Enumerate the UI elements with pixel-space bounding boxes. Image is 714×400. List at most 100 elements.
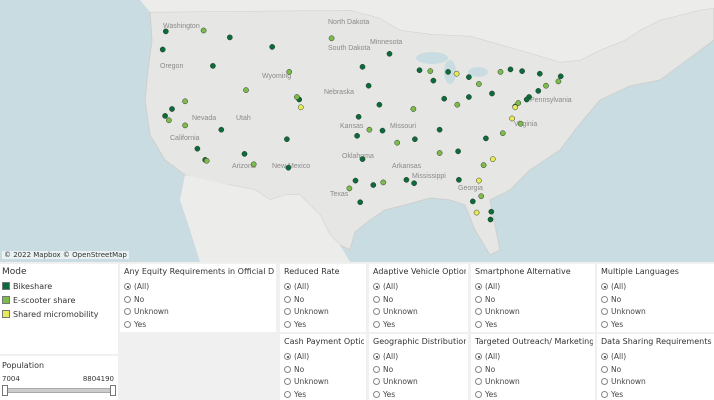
map-point-bikeshare[interactable] <box>365 82 372 89</box>
filter-option-no[interactable]: No <box>475 365 495 374</box>
map-point-bikeshare[interactable] <box>159 46 166 53</box>
map-point-bikeshare[interactable] <box>269 44 276 50</box>
points-layer[interactable] <box>159 27 564 223</box>
filter-option-no[interactable]: No <box>124 295 144 304</box>
radio-icon[interactable] <box>475 283 482 290</box>
map-point-bikeshare[interactable] <box>519 68 525 74</box>
filter-option-yes[interactable]: Yes <box>284 320 306 329</box>
radio-icon[interactable] <box>284 283 291 290</box>
filter-option-yes[interactable]: Yes <box>373 390 395 399</box>
filter-option-all[interactable]: (All) <box>284 352 309 361</box>
map-point-escooter[interactable] <box>478 193 485 200</box>
filter-option-all[interactable]: (All) <box>601 282 626 291</box>
radio-icon[interactable] <box>124 283 131 290</box>
map-point-bikeshare[interactable] <box>169 106 175 112</box>
map-point-escooter[interactable] <box>380 179 387 186</box>
population-slider-min-handle[interactable] <box>2 385 8 396</box>
filter-option-no[interactable]: No <box>601 365 621 374</box>
filter-option-all[interactable]: (All) <box>373 282 398 291</box>
map-point-bikeshare[interactable] <box>445 69 451 75</box>
filter-option-unknown[interactable]: Unknown <box>601 377 646 386</box>
map-point-escooter[interactable] <box>427 68 434 74</box>
map-point-bikeshare[interactable] <box>355 113 362 120</box>
population-slider-track[interactable] <box>4 388 114 393</box>
radio-icon[interactable] <box>601 353 608 360</box>
map-point-escooter[interactable] <box>543 82 549 89</box>
radio-icon[interactable] <box>475 390 482 398</box>
map-point-bikeshare[interactable] <box>218 126 225 133</box>
radio-icon[interactable] <box>373 353 380 360</box>
filter-option-no[interactable]: No <box>284 365 304 374</box>
map[interactable]: Washington Oregon Nevada Utah California… <box>0 0 714 262</box>
map-point-bikeshare[interactable] <box>466 74 472 80</box>
radio-icon[interactable] <box>601 320 608 328</box>
map-point-bikeshare[interactable] <box>403 176 410 183</box>
radio-icon[interactable] <box>601 283 608 290</box>
map-point-escooter[interactable] <box>499 130 506 137</box>
radio-icon[interactable] <box>373 308 380 315</box>
radio-icon[interactable] <box>284 295 291 303</box>
map-point-bikeshare[interactable] <box>354 132 360 139</box>
radio-icon[interactable] <box>475 365 482 373</box>
map-point-shared[interactable] <box>473 209 480 216</box>
filter-option-unknown[interactable]: Unknown <box>373 377 418 386</box>
map-point-escooter[interactable] <box>410 106 417 112</box>
map-point-bikeshare[interactable] <box>441 95 448 102</box>
filter-option-unknown[interactable]: Unknown <box>475 307 520 316</box>
legend-item-escooter[interactable]: E-scooter share <box>2 296 75 305</box>
radio-icon[interactable] <box>475 353 482 360</box>
map-attribution[interactable]: © 2022 Mapbox © OpenStreetMap <box>2 251 129 259</box>
map-point-escooter[interactable] <box>182 98 188 105</box>
map-point-bikeshare[interactable] <box>226 34 233 41</box>
map-point-bikeshare[interactable] <box>469 198 476 205</box>
map-point-bikeshare[interactable] <box>488 208 495 215</box>
map-point-bikeshare[interactable] <box>436 126 443 133</box>
filter-option-no[interactable]: No <box>601 295 621 304</box>
map-point-escooter[interactable] <box>243 87 249 93</box>
filter-option-all[interactable]: (All) <box>284 282 309 291</box>
map-point-bikeshare[interactable] <box>284 136 290 143</box>
filter-option-unknown[interactable]: Unknown <box>284 377 329 386</box>
map-point-bikeshare[interactable] <box>557 73 564 80</box>
map-point-escooter[interactable] <box>328 35 335 42</box>
map-point-bikeshare[interactable] <box>489 90 495 97</box>
radio-icon[interactable] <box>373 320 380 328</box>
filter-option-no[interactable]: No <box>475 295 495 304</box>
map-point-bikeshare[interactable] <box>412 136 418 143</box>
radio-icon[interactable] <box>601 378 608 385</box>
map-point-escooter[interactable] <box>497 69 504 75</box>
radio-icon[interactable] <box>284 365 291 373</box>
filter-option-yes[interactable]: Yes <box>475 320 497 329</box>
map-point-bikeshare[interactable] <box>487 216 494 223</box>
map-point-escooter[interactable] <box>294 94 300 100</box>
map-point-bikeshare[interactable] <box>285 164 292 171</box>
filter-option-unknown[interactable]: Unknown <box>284 307 329 316</box>
filter-option-no[interactable]: No <box>284 295 304 304</box>
radio-icon[interactable] <box>284 308 291 315</box>
map-point-bikeshare[interactable] <box>370 182 377 188</box>
map-point-bikeshare[interactable] <box>352 177 359 184</box>
radio-icon[interactable] <box>284 390 291 398</box>
legend-item-shared[interactable]: Shared micromobility <box>2 310 98 319</box>
filter-option-yes[interactable]: Yes <box>601 320 623 329</box>
radio-icon[interactable] <box>284 353 291 360</box>
radio-icon[interactable] <box>124 308 131 315</box>
map-point-bikeshare[interactable] <box>376 101 383 108</box>
map-point-shared[interactable] <box>297 104 304 111</box>
map-point-escooter[interactable] <box>286 69 293 75</box>
filter-option-yes[interactable]: Yes <box>601 390 623 399</box>
map-point-escooter[interactable] <box>200 27 207 34</box>
radio-icon[interactable] <box>601 308 608 315</box>
radio-icon[interactable] <box>475 308 482 315</box>
map-point-escooter[interactable] <box>394 139 401 146</box>
radio-icon[interactable] <box>284 378 291 385</box>
filter-option-all[interactable]: (All) <box>124 282 149 291</box>
filter-option-all[interactable]: (All) <box>475 282 500 291</box>
map-point-escooter[interactable] <box>366 126 373 133</box>
filter-option-no[interactable]: No <box>373 365 393 374</box>
radio-icon[interactable] <box>475 320 482 328</box>
radio-icon[interactable] <box>601 390 608 398</box>
map-point-escooter[interactable] <box>480 162 487 168</box>
map-point-bikeshare[interactable] <box>466 94 472 100</box>
map-point-bikeshare[interactable] <box>162 113 168 119</box>
